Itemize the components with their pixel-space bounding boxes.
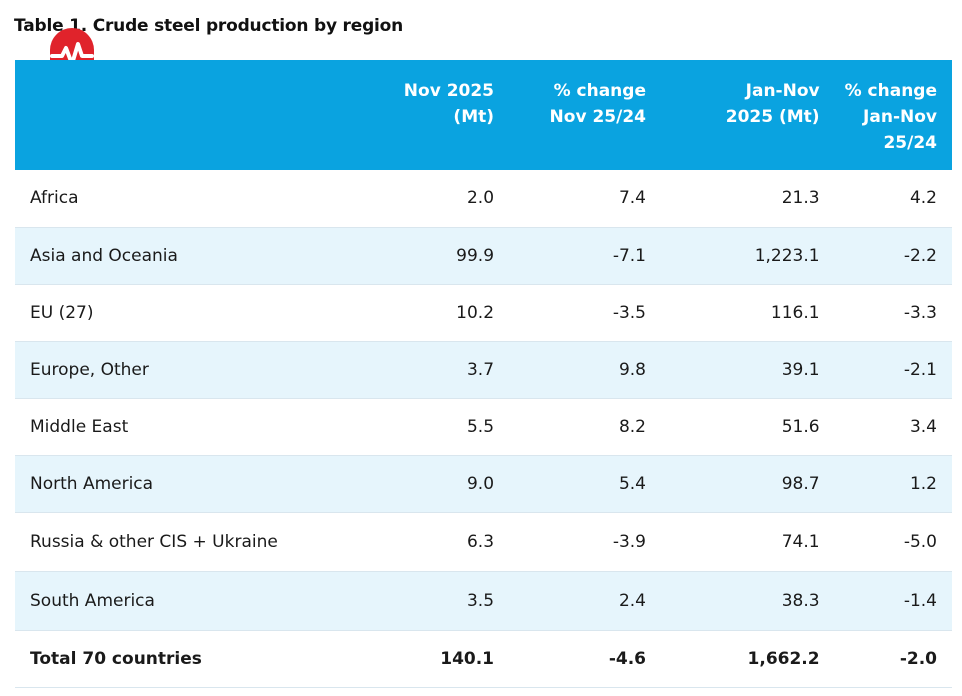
region-cell: South America: [15, 571, 336, 631]
nov-cell: 2.0: [335, 170, 510, 228]
ytd-change-cell: -2.0: [834, 630, 952, 688]
table-row: EU (27) 10.2 -3.5 116.1 -3.3: [15, 284, 952, 342]
region-cell: Asia and Oceania: [15, 227, 336, 285]
nov-change-cell: -4.6: [509, 630, 661, 688]
table-row: Russia & other CIS + Ukraine 6.3 -3.9 74…: [15, 512, 952, 572]
ytd-change-cell: -5.0: [834, 512, 952, 572]
region-cell: North America: [15, 455, 336, 513]
header-jan-nov-change: % change Jan-Nov 25/24: [844, 81, 937, 153]
nov-change-cell: 9.8: [509, 341, 661, 399]
region-cell: EU (27): [15, 284, 336, 342]
table-row: South America 3.5 2.4 38.3 -1.4: [15, 571, 952, 631]
header-row: Nov 2025 (Mt) % change Nov 25/24 Jan-Nov…: [15, 60, 952, 170]
nov-cell: 5.5: [335, 398, 510, 456]
table-title: Table 1. Crude steel production by regio…: [14, 16, 404, 36]
region-cell: Russia & other CIS + Ukraine: [15, 512, 336, 572]
nov-change-cell: -3.5: [509, 284, 661, 342]
nov-cell: 10.2: [335, 284, 510, 342]
header-jan-nov-2025: Jan-Nov 2025 (Mt): [725, 81, 820, 127]
ytd-cell: 39.1: [660, 341, 835, 399]
nov-change-cell: 8.2: [509, 398, 661, 456]
nov-cell: 3.7: [335, 341, 510, 399]
ytd-change-cell: 1.2: [834, 455, 952, 513]
nov-change-cell: -3.9: [509, 512, 661, 572]
header-region: [15, 60, 336, 170]
region-cell: Europe, Other: [15, 341, 336, 399]
region-cell: Africa: [15, 170, 336, 228]
ytd-cell: 74.1: [660, 512, 835, 572]
ytd-cell: 21.3: [660, 170, 835, 228]
ytd-cell: 1,662.2: [660, 630, 835, 688]
ytd-cell: 98.7: [660, 455, 835, 513]
region-cell: Total 70 countries: [15, 630, 336, 688]
ytd-cell: 116.1: [660, 284, 835, 342]
steel-production-table: Nov 2025 (Mt) % change Nov 25/24 Jan-Nov…: [15, 60, 952, 688]
ytd-change-cell: 4.2: [834, 170, 952, 228]
nov-change-cell: 7.4: [509, 170, 661, 228]
pulse-icon: [50, 28, 94, 76]
header-nov-change: % change Nov 25/24: [549, 81, 646, 127]
nov-cell: 9.0: [335, 455, 510, 513]
ytd-change-cell: -2.2: [834, 227, 952, 285]
table-row: Africa 2.0 7.4 21.3 4.2: [15, 170, 952, 228]
table-row: Middle East 5.5 8.2 51.6 3.4: [15, 398, 952, 456]
nov-cell: 140.1: [335, 630, 510, 688]
table-row: Asia and Oceania 99.9 -7.1 1,223.1 -2.2: [15, 227, 952, 285]
nov-change-cell: 2.4: [509, 571, 661, 631]
header-nov-2025: Nov 2025 (Mt): [403, 81, 495, 127]
ytd-cell: 1,223.1: [660, 227, 835, 285]
nov-cell: 3.5: [335, 571, 510, 631]
ytd-change-cell: -2.1: [834, 341, 952, 399]
watermark-logo: نبض بازار: [26, 28, 122, 130]
ytd-cell: 51.6: [660, 398, 835, 456]
ytd-cell: 38.3: [660, 571, 835, 631]
ytd-change-cell: 3.4: [834, 398, 952, 456]
nov-change-cell: -7.1: [509, 227, 661, 285]
table-row: North America 9.0 5.4 98.7 1.2: [15, 455, 952, 513]
total-row: Total 70 countries 140.1 -4.6 1,662.2 -2…: [15, 630, 952, 688]
table-row: Europe, Other 3.7 9.8 39.1 -2.1: [15, 341, 952, 399]
nov-cell: 6.3: [335, 512, 510, 572]
region-cell: Middle East: [15, 398, 336, 456]
nov-cell: 99.9: [335, 227, 510, 285]
logo-text: نبض بازار: [49, 80, 99, 130]
ytd-change-cell: -1.4: [834, 571, 952, 631]
ytd-change-cell: -3.3: [834, 284, 952, 342]
nov-change-cell: 5.4: [509, 455, 661, 513]
